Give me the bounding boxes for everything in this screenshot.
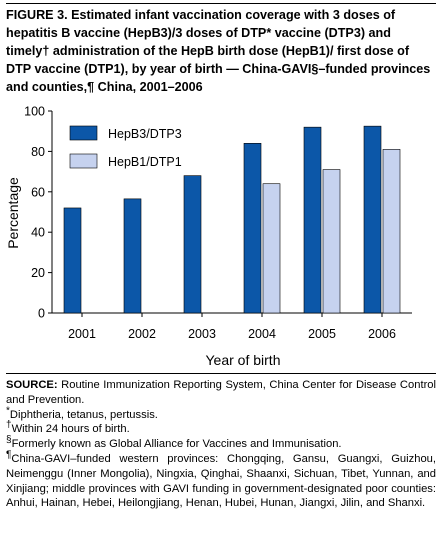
bar-hepb3-dtp3-2005 — [303, 126, 322, 314]
source-note: SOURCE: Routine Immunization Reporting S… — [6, 378, 436, 408]
y-tick-label: 100 — [24, 105, 45, 119]
legend-label-hepb3-dtp3: HepB3/DTP3 — [108, 127, 182, 141]
dagger-mark: † — [6, 419, 12, 431]
bar-hepb1-dtp1-2004 — [262, 183, 281, 314]
y-tick-label: 80 — [31, 145, 45, 159]
top-rule — [6, 3, 436, 4]
y-tick-label: 0 — [38, 307, 45, 321]
bar-chart: Percentage Year of birth 0 20 40 60 80 100 200… — [5, 105, 412, 368]
y-tick-label: 20 — [31, 266, 45, 280]
figure-title: FIGURE 3. Estimated infant vaccination c… — [6, 8, 431, 94]
x-axis-label: Year of birth — [206, 352, 281, 368]
bar-hepb3-dtp3-2001 — [63, 207, 82, 314]
footnote-section-text: Formerly known as Global Alliance for Va… — [11, 438, 342, 451]
footnote-pilcrow: ¶China-GAVI–funded western provinces: Ch… — [6, 449, 436, 511]
footnote-star-text: Diphtheria, tetanus, pertussis. — [9, 408, 158, 421]
footnote-dagger: †Within 24 hours of birth. — [6, 419, 436, 437]
y-tick-label: 60 — [31, 185, 45, 199]
bar-hepb1-dtp1-2006 — [382, 149, 401, 314]
plot-area: 0 20 40 60 80 100 2001 2002 2003 2004 2005 2006 HepB… — [24, 105, 412, 341]
pilcrow-mark: ¶ — [6, 449, 12, 461]
y-tick-label: 40 — [31, 226, 45, 240]
source-text: Routine Immunization Reporting System, C… — [6, 379, 436, 406]
section-mark: § — [6, 434, 12, 446]
bar-hepb3-dtp3-2002 — [123, 198, 142, 314]
footnote-star: *Diphtheria, tetanus, pertussis. — [6, 404, 436, 423]
x-tick-label: 2002 — [128, 327, 156, 341]
x-tick-label: 2004 — [248, 327, 276, 341]
legend-swatch-hepb3-dtp3 — [69, 125, 98, 141]
legend-swatch-hepb1-dtp1 — [69, 153, 98, 169]
x-tick-label: 2003 — [188, 327, 216, 341]
footnote-pilcrow-text: China-GAVI–funded western provinces: Cho… — [6, 452, 436, 510]
bottom-rule — [6, 373, 436, 374]
y-axis-label: Percentage — [5, 177, 21, 249]
bar-hepb3-dtp3-2004 — [243, 143, 262, 314]
bar-hepb3-dtp3-2006 — [363, 125, 382, 314]
x-tick-label: 2001 — [68, 327, 96, 341]
legend-label-hepb1-dtp1: HepB1/DTP1 — [108, 155, 182, 169]
footnote-dagger-text: Within 24 hours of birth. — [11, 423, 130, 436]
star-mark: * — [6, 404, 10, 416]
source-label: SOURCE: — [6, 379, 58, 391]
footnotes: SOURCE: Routine Immunization Reporting S… — [6, 378, 436, 511]
x-tick-label: 2006 — [368, 327, 396, 341]
x-tick-label: 2005 — [308, 327, 336, 341]
footnote-section: §Formerly known as Global Alliance for V… — [6, 434, 436, 452]
bar-hepb3-dtp3-2003 — [183, 175, 202, 314]
bar-hepb1-dtp1-2005 — [322, 169, 341, 314]
